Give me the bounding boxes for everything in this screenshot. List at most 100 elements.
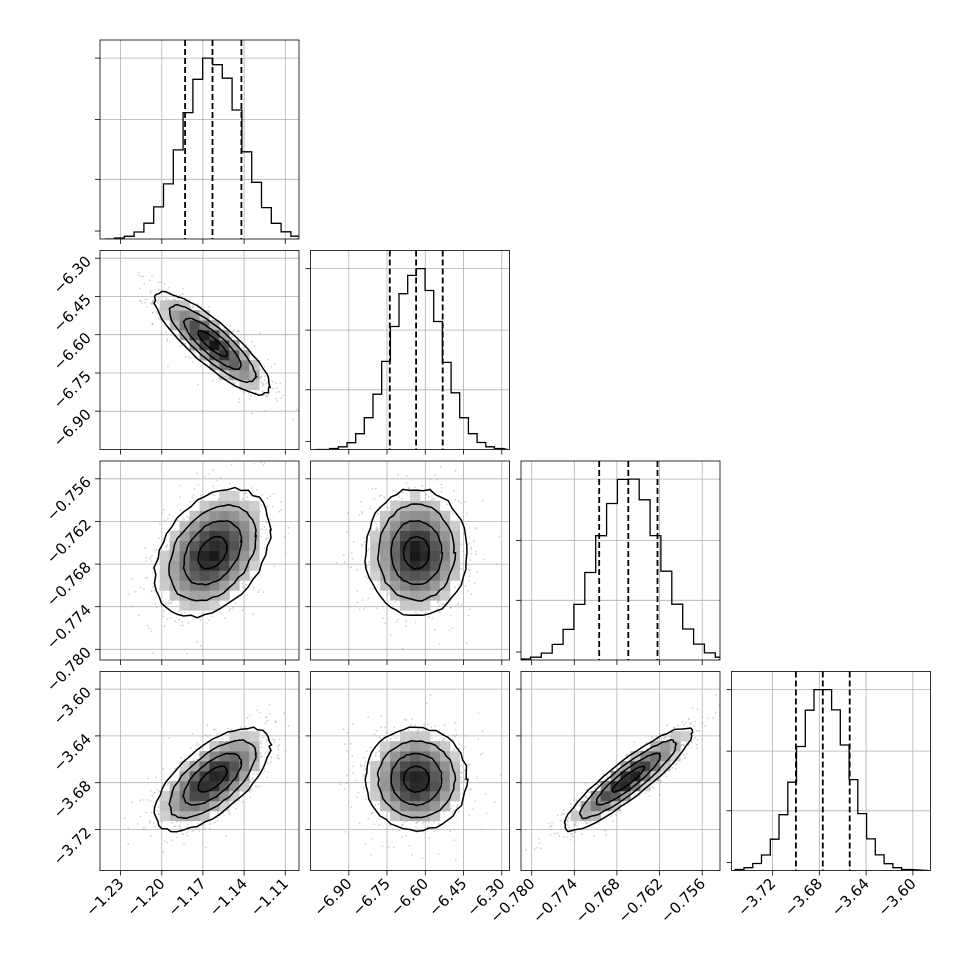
sample-point xyxy=(396,491,398,494)
sample-point xyxy=(257,785,260,788)
sample-point xyxy=(170,601,172,604)
sample-point xyxy=(274,721,277,723)
density-cell xyxy=(229,490,240,502)
sample-point xyxy=(320,503,322,505)
density-cell xyxy=(390,550,401,561)
sample-point xyxy=(262,591,265,594)
sample-point xyxy=(228,482,231,485)
sample-point xyxy=(466,512,468,515)
sample-point xyxy=(384,726,387,729)
sample-point xyxy=(452,739,454,741)
sample-point xyxy=(408,845,411,847)
sample-point xyxy=(284,552,287,555)
density-cell xyxy=(239,570,250,581)
sample-point xyxy=(266,776,269,779)
x-tick-label: −1.14 xyxy=(206,875,251,920)
sample-point xyxy=(196,472,199,475)
density-cell xyxy=(229,369,240,381)
sample-point xyxy=(255,785,257,788)
density-cell xyxy=(219,350,230,361)
sample-point xyxy=(259,369,262,371)
sample-point xyxy=(221,612,224,615)
density-cell xyxy=(439,510,451,522)
sample-point xyxy=(358,514,361,517)
sample-point xyxy=(159,281,162,284)
density-cell xyxy=(189,310,200,321)
sample-point xyxy=(414,724,416,726)
sample-point xyxy=(360,764,362,767)
density-cell xyxy=(159,580,170,591)
sample-point xyxy=(264,752,267,755)
sample-point xyxy=(436,479,439,481)
panel-frame xyxy=(99,39,300,240)
sample-point xyxy=(255,488,258,491)
sample-point xyxy=(474,550,477,553)
sample-point xyxy=(351,765,354,768)
sample-point xyxy=(208,827,211,830)
sample-point xyxy=(283,452,285,454)
sample-point xyxy=(373,497,376,500)
density-cell xyxy=(380,560,391,571)
x-tick-label: −1.11 xyxy=(247,875,292,920)
sample-point xyxy=(192,305,195,307)
sample-point xyxy=(253,586,255,589)
sample-point xyxy=(457,500,460,503)
sample-point xyxy=(188,517,190,519)
sample-point xyxy=(165,545,168,548)
sample-point xyxy=(473,540,476,542)
sample-point xyxy=(364,843,367,846)
sample-point xyxy=(232,381,235,384)
sample-point xyxy=(176,519,179,522)
sample-point xyxy=(156,789,159,791)
density-cell xyxy=(189,761,200,772)
sample-point xyxy=(238,330,241,332)
density-cell xyxy=(169,800,180,812)
density-cell xyxy=(209,340,220,351)
sample-point xyxy=(339,783,342,786)
density-cell xyxy=(179,330,190,341)
sample-point xyxy=(240,725,243,728)
sample-point xyxy=(180,756,183,759)
sample-point xyxy=(468,568,470,571)
sample-point xyxy=(430,726,433,729)
density-cell xyxy=(179,570,190,581)
density-cell xyxy=(400,570,411,581)
sample-point xyxy=(251,341,253,343)
density-cell xyxy=(390,790,401,802)
sample-point xyxy=(451,811,454,814)
contours xyxy=(153,486,272,619)
sample-point xyxy=(468,579,470,582)
density-cell xyxy=(199,810,210,822)
sample-point xyxy=(263,366,266,368)
sample-point xyxy=(242,390,245,393)
sample-point xyxy=(213,728,216,731)
sample-point xyxy=(230,728,233,731)
density-cell xyxy=(249,731,260,742)
y-tick-label: −3.64 xyxy=(50,730,95,775)
sample-point xyxy=(140,275,143,278)
sample-point xyxy=(346,750,348,752)
sample-point xyxy=(458,810,461,813)
sample-point xyxy=(375,730,378,732)
sample-point xyxy=(158,790,161,793)
sample-point xyxy=(212,469,215,472)
sample-point xyxy=(463,522,465,525)
density-cell xyxy=(199,751,210,762)
density-cell xyxy=(429,580,441,591)
density-cell xyxy=(420,520,431,531)
sample-point xyxy=(282,394,285,397)
density-cell xyxy=(400,590,411,601)
sample-point xyxy=(265,739,268,741)
sample-point xyxy=(166,340,169,342)
sample-point xyxy=(442,603,444,606)
sample-point xyxy=(226,432,228,434)
x-tick-label: −1.20 xyxy=(123,875,168,920)
sample-point xyxy=(362,775,365,777)
sample-point xyxy=(179,624,182,627)
density-cell xyxy=(159,800,170,812)
sample-point xyxy=(401,492,404,494)
sample-point xyxy=(406,475,408,477)
sample-point xyxy=(470,548,473,551)
sample-point xyxy=(271,738,274,741)
density-cell xyxy=(449,520,461,531)
